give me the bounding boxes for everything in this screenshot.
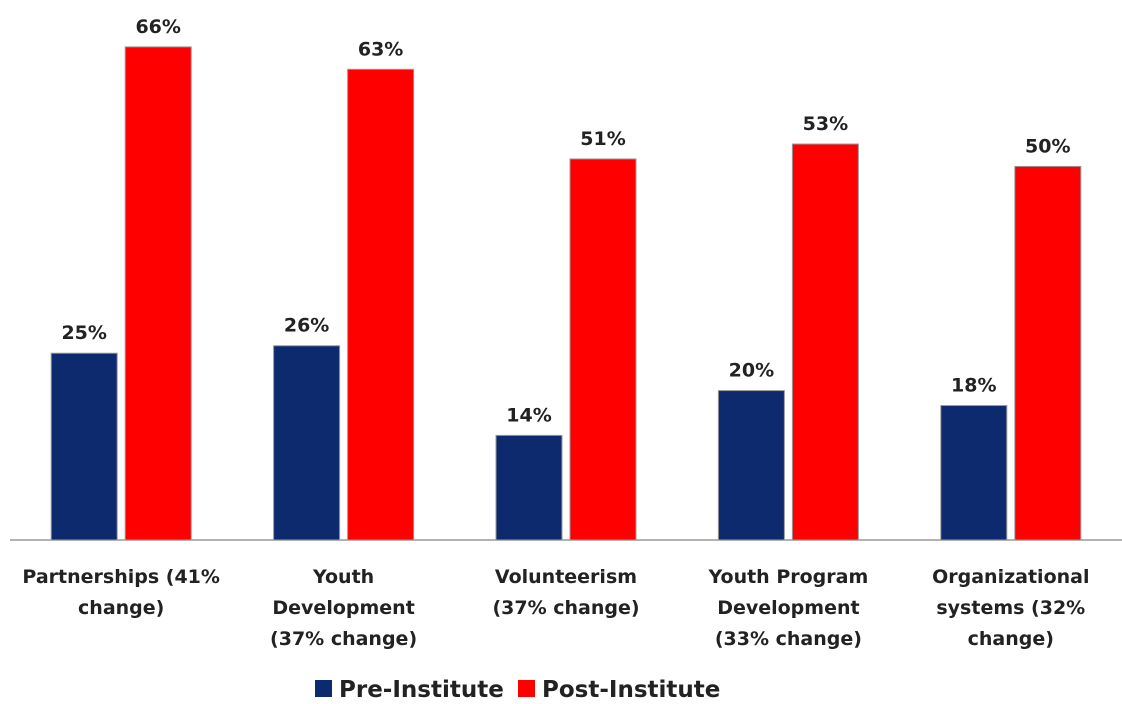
legend-swatch — [315, 680, 332, 697]
x-tick-label: Volunteerism (37% change) — [492, 566, 640, 619]
x-tick-label: Organizational systems (32% change) — [932, 566, 1090, 650]
data-label: 26% — [284, 315, 329, 337]
data-label: 63% — [358, 38, 403, 60]
legend-label: Pre-Institute — [339, 677, 504, 703]
legend-swatch — [518, 680, 535, 697]
x-tick-label: Partnerships (41% change) — [22, 566, 220, 619]
data-label: 50% — [1025, 135, 1070, 157]
bar — [791, 143, 859, 541]
bar — [273, 345, 341, 541]
bar — [569, 158, 637, 541]
bar — [50, 352, 118, 541]
x-tick-label: Youth Development (37% change) — [270, 566, 418, 650]
data-label: 14% — [506, 404, 551, 426]
bar — [940, 405, 1008, 541]
bar — [495, 434, 563, 541]
bar — [124, 46, 192, 541]
data-label: 66% — [135, 16, 180, 38]
data-label: 51% — [580, 128, 625, 150]
data-label: 53% — [803, 113, 848, 135]
data-label: 20% — [729, 360, 774, 382]
bar — [1014, 165, 1082, 541]
legend-label: Post-Institute — [542, 677, 720, 703]
data-label: 25% — [61, 322, 106, 344]
data-label: 18% — [951, 375, 996, 397]
bar — [717, 390, 785, 541]
bar — [347, 68, 415, 541]
x-tick-label: Youth Program Development (33% change) — [708, 566, 869, 650]
